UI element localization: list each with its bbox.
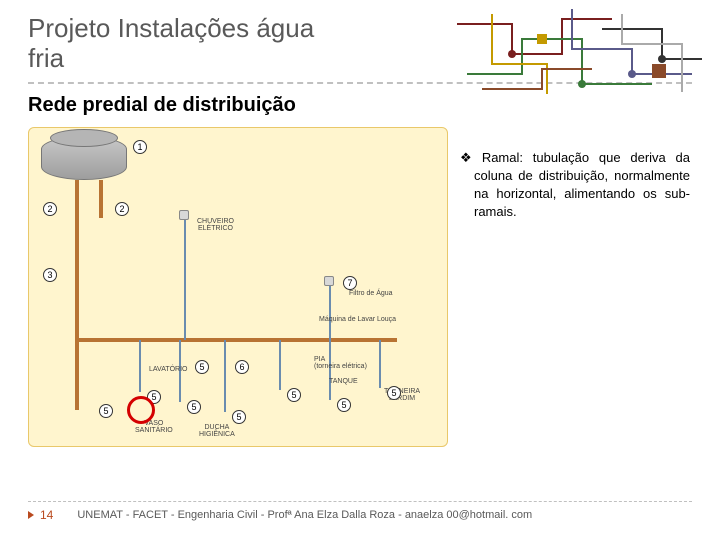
page-marker-icon: [28, 511, 34, 519]
shower-fixture-icon: [179, 210, 189, 220]
callout-6: 6: [235, 360, 249, 374]
highlight-circle: [127, 396, 155, 424]
footer-text: UNEMAT - FACET - Engenharia Civil - Prof…: [77, 509, 532, 521]
callout-2: 2: [43, 202, 57, 216]
label-maquina: Máquina de Lavar Louça: [319, 316, 396, 323]
plumbing-diagram: 1 2 2 3 CHUVEIROELÉTRICO 7 Filtro de Águ…: [28, 127, 448, 447]
water-tank-icon: [41, 136, 127, 180]
slide-footer: 14 UNEMAT - FACET - Engenharia Civil - P…: [28, 501, 692, 522]
bullet-icon: ❖: [460, 150, 478, 165]
label-ducha: DUCHAHIGIÊNICA: [199, 424, 235, 438]
callout-5f: 5: [337, 398, 351, 412]
shower-pipe: [184, 218, 186, 340]
sub-pipe-6: [379, 340, 381, 388]
header-decor-diagram: [452, 4, 712, 99]
filter-pipe: [329, 283, 331, 340]
label-pia: PIA(torneira elétrica): [314, 356, 367, 370]
body-text-content: Ramal: tubulação que deriva da coluna de…: [474, 150, 690, 220]
callout-5g: 5: [387, 386, 401, 400]
label-tanque: TANQUE: [329, 378, 358, 385]
callout-5a: 5: [195, 360, 209, 374]
callout-7: 7: [343, 276, 357, 290]
sub-pipe-1: [139, 340, 141, 392]
label-chuveiro: CHUVEIROELÉTRICO: [197, 218, 234, 232]
page-number: 14: [40, 508, 53, 522]
sub-pipe-4: [279, 340, 281, 390]
sub-pipe-5: [329, 340, 331, 400]
body-text: ❖Ramal: tubulação que deriva da coluna d…: [460, 127, 690, 222]
sub-pipe-3: [224, 340, 226, 412]
callout-1: 1: [133, 140, 147, 154]
callout-5c: 5: [187, 400, 201, 414]
main-column-pipe: [75, 180, 79, 410]
callout-5h: 5: [99, 404, 113, 418]
filter-fixture-icon: [324, 276, 334, 286]
slide-title: Projeto Instalações água fria: [28, 14, 338, 74]
label-filtro: Filtro de Água: [349, 290, 393, 297]
label-lavatorio: LAVATÓRIO: [149, 366, 188, 373]
pipe-segment: [99, 180, 103, 218]
footer-divider: [28, 501, 692, 502]
callout-3: 3: [43, 268, 57, 282]
callout-2b: 2: [115, 202, 129, 216]
callout-5e: 5: [287, 388, 301, 402]
callout-5d: 5: [232, 410, 246, 424]
ramal-pipe: [77, 338, 397, 342]
